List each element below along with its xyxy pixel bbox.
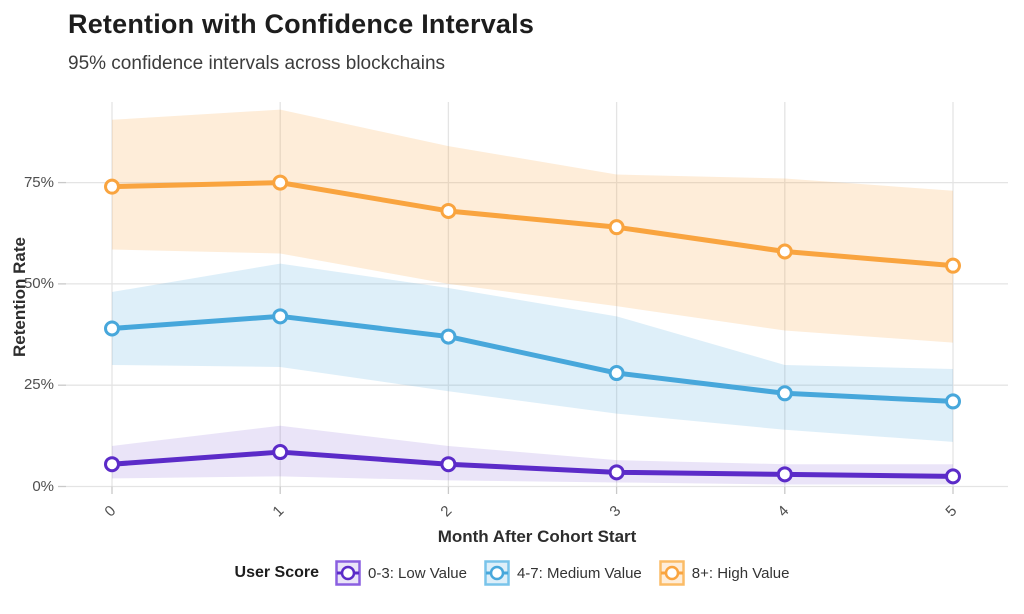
series-line-medium-value	[109, 313, 956, 404]
series-line-low-value	[109, 449, 956, 479]
legend-title: User Score	[234, 564, 320, 581]
data-point-medium-value-month-0	[104, 320, 120, 337]
chart-title: Retention with Confidence Intervals	[68, 9, 535, 39]
data-point-low-value-month-3	[608, 464, 625, 481]
legend-item-low-value: 0-3: Low Value	[335, 560, 467, 586]
data-point-high-value-month-2	[440, 202, 457, 219]
legend-item-high-value: 8+: High Value	[659, 560, 790, 586]
legend-key-icon	[659, 560, 685, 586]
ci-band-low-value	[112, 425, 953, 485]
data-point-medium-value-month-3	[608, 365, 625, 382]
data-point-high-value-month-0	[104, 178, 120, 195]
data-point-low-value-month-4	[776, 466, 793, 483]
data-point-low-value-month-0	[104, 456, 120, 473]
legend-item-medium-value: 4-7: Medium Value	[484, 560, 642, 586]
x-axis-title: Month After Cohort Start	[437, 527, 637, 546]
data-point-high-value-month-3	[608, 219, 625, 236]
data-point-low-value-month-1	[272, 444, 289, 461]
data-point-high-value-month-4	[776, 243, 793, 260]
data-point-low-value-month-5	[945, 468, 961, 485]
legend: User Score 0-3: Low Value 4-7: Medium Val…	[0, 560, 1024, 586]
chart-subtitle: 95% confidence intervals across blockcha…	[68, 53, 446, 74]
legend-key-icon	[484, 560, 510, 586]
legend-key-icon	[335, 560, 361, 586]
data-point-medium-value-month-5	[945, 393, 961, 410]
y-axis-title: Retention Rate	[10, 237, 29, 357]
data-point-low-value-month-2	[440, 456, 457, 473]
data-point-high-value-month-1	[272, 174, 289, 191]
series-line-high-value	[109, 180, 956, 269]
data-point-medium-value-month-2	[440, 328, 457, 345]
y-tick-label: 75%	[23, 173, 54, 191]
data-point-medium-value-month-1	[272, 308, 289, 325]
legend-items: 0-3: Low Value 4-7: Medium Value 8+: High …	[335, 560, 789, 586]
legend-label: 0-3: Low Value	[368, 564, 467, 582]
legend-label: 4-7: Medium Value	[516, 564, 642, 582]
data-point-medium-value-month-4	[776, 385, 793, 402]
ci-band-high-value	[112, 109, 953, 343]
legend-label: 8+: High Value	[691, 564, 790, 582]
y-tick-label: 50%	[23, 274, 54, 292]
y-tick-label: 25%	[23, 376, 54, 394]
y-tick-label: 0%	[32, 477, 54, 495]
data-point-high-value-month-5	[945, 257, 961, 274]
